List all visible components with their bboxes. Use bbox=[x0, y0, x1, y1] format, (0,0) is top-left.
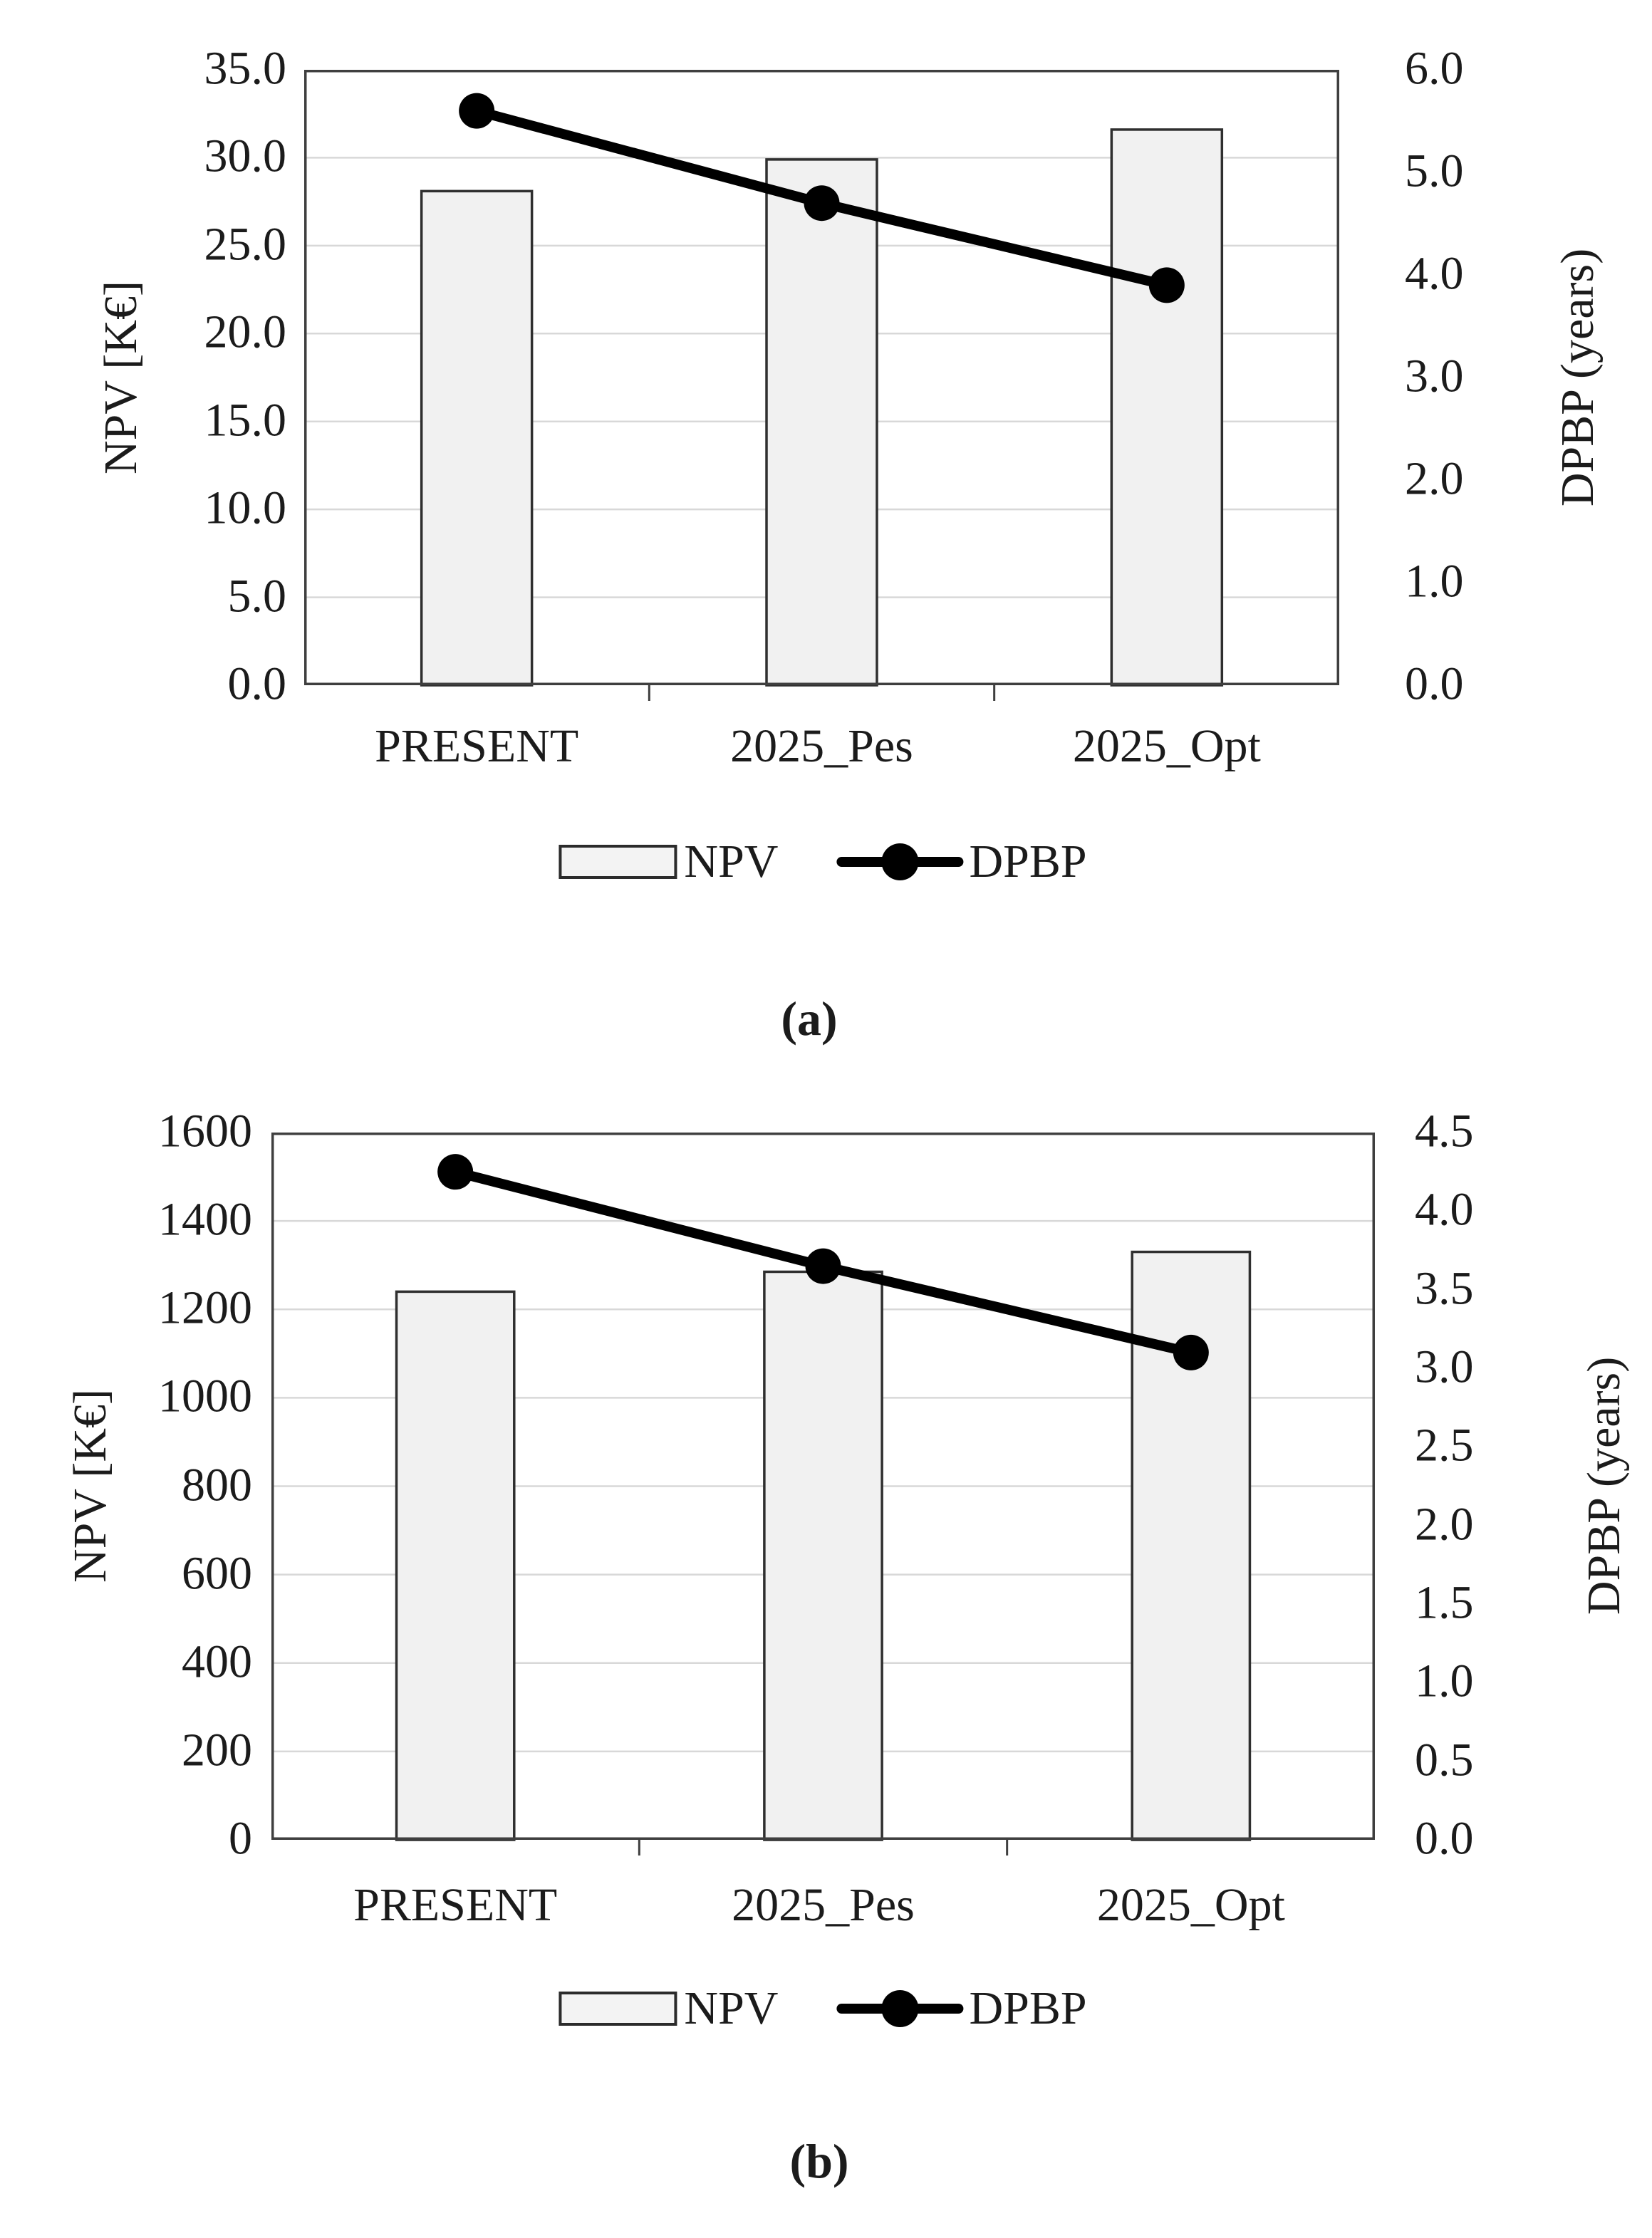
npv-bar bbox=[765, 158, 878, 687]
right-axis-tick-label: 3.5 bbox=[1415, 1262, 1474, 1315]
x-axis-category-label: 2025_Pes bbox=[732, 1879, 915, 1931]
legend-marker-icon bbox=[881, 843, 919, 880]
right-axis-tick-label: 2.0 bbox=[1415, 1498, 1474, 1551]
x-axis-category-label: 2025_Opt bbox=[1096, 1879, 1285, 1931]
right-axis-tick-label: 2.5 bbox=[1415, 1420, 1474, 1472]
left-axis-tick-label: 1000 bbox=[158, 1370, 252, 1423]
dpbp-marker bbox=[437, 1154, 474, 1190]
left-axis-tick-label: 0 bbox=[229, 1812, 252, 1865]
plot-area bbox=[304, 70, 1339, 701]
npv-bar bbox=[420, 189, 534, 687]
npv-bar bbox=[1110, 128, 1224, 687]
legend-dpbp-swatch bbox=[836, 842, 964, 882]
dpbp-marker bbox=[1148, 267, 1185, 303]
legend-npv-swatch bbox=[559, 1992, 677, 2026]
x-axis-category-label: 2025_Opt bbox=[1072, 720, 1261, 772]
left-axis-tick-label: 25.0 bbox=[204, 218, 287, 271]
left-axis-tick-label: 20.0 bbox=[204, 306, 287, 358]
x-axis-category-label: 2025_Pes bbox=[730, 720, 913, 772]
right-axis-tick-label: 0.5 bbox=[1415, 1734, 1474, 1786]
left-axis-tick-label: 1400 bbox=[158, 1193, 252, 1246]
left-axis-tick-label: 400 bbox=[182, 1635, 252, 1688]
dpbp-marker bbox=[1173, 1334, 1209, 1370]
legend-npv-label: NPV bbox=[684, 836, 779, 888]
plot-frame bbox=[304, 70, 1339, 685]
left-axis-tick-label: 200 bbox=[182, 1724, 252, 1776]
legend-dpbp-swatch bbox=[836, 1989, 964, 2029]
right-axis-title: DPBP (years) bbox=[1552, 248, 1604, 507]
dpbp-marker bbox=[804, 185, 840, 222]
figure-caption-a: (a) bbox=[781, 992, 838, 1046]
left-axis-tick-label: 10.0 bbox=[204, 482, 287, 534]
left-axis-tick-label: 600 bbox=[182, 1547, 252, 1600]
legend-dpbp-label: DPBP bbox=[969, 836, 1087, 888]
right-axis-tick-label: 2.0 bbox=[1405, 452, 1464, 505]
legend-marker-icon bbox=[881, 1990, 919, 2027]
left-axis-tick-label: 35.0 bbox=[204, 42, 287, 95]
left-axis-tick-label: 0.0 bbox=[227, 657, 287, 710]
left-axis-tick-label: 1600 bbox=[158, 1105, 252, 1157]
right-axis-tick-label: 0.0 bbox=[1405, 657, 1464, 710]
right-axis-tick-label: 4.5 bbox=[1415, 1105, 1474, 1157]
right-axis-tick-label: 6.0 bbox=[1405, 42, 1464, 95]
right-axis-tick-label: 0.0 bbox=[1415, 1812, 1474, 1865]
right-axis-tick-label: 1.0 bbox=[1415, 1655, 1474, 1708]
plot-frame bbox=[271, 1133, 1375, 1840]
legend: NPV DPBP bbox=[559, 836, 1087, 888]
dpbp-marker bbox=[805, 1248, 841, 1284]
left-axis-tick-label: 1200 bbox=[158, 1281, 252, 1334]
left-axis-tick-label: 15.0 bbox=[204, 394, 287, 447]
right-axis-tick-label: 4.0 bbox=[1405, 247, 1464, 300]
legend-dpbp-label: DPBP bbox=[969, 1982, 1087, 2034]
legend-npv-label: NPV bbox=[684, 1982, 779, 2034]
chart-canvas bbox=[271, 1133, 1375, 1856]
right-axis-tick-label: 3.0 bbox=[1405, 350, 1464, 402]
plot-area bbox=[271, 1133, 1375, 1856]
legend: NPV DPBP bbox=[559, 1982, 1087, 2034]
left-axis-tick-label: 5.0 bbox=[227, 570, 287, 623]
x-axis-category-label: PRESENT bbox=[353, 1879, 558, 1931]
chart-canvas bbox=[304, 70, 1339, 701]
npv-bar bbox=[395, 1290, 516, 1841]
figure-caption-b: (b) bbox=[789, 2134, 849, 2188]
left-axis-tick-label: 800 bbox=[182, 1459, 252, 1511]
right-axis-tick-label: 1.5 bbox=[1415, 1576, 1474, 1629]
npv-bar bbox=[763, 1270, 883, 1841]
right-axis-tick-label: 1.0 bbox=[1405, 555, 1464, 608]
legend-npv-swatch bbox=[559, 845, 677, 879]
right-axis-tick-label: 3.0 bbox=[1415, 1341, 1474, 1393]
x-axis-category-label: PRESENT bbox=[375, 720, 579, 772]
right-axis-tick-label: 5.0 bbox=[1405, 145, 1464, 197]
dpbp-marker bbox=[459, 93, 495, 129]
right-axis-tick-label: 4.0 bbox=[1415, 1184, 1474, 1237]
right-axis-title: DPBP (years) bbox=[1578, 1356, 1630, 1615]
left-axis-tick-label: 30.0 bbox=[204, 130, 287, 183]
